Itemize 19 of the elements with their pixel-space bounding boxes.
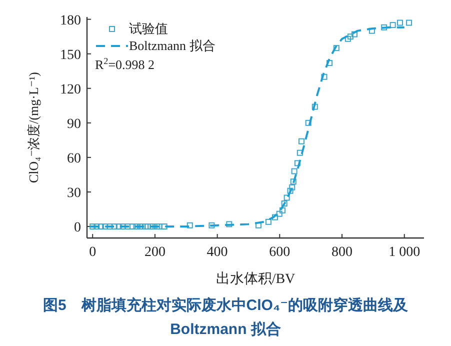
y-tick-label: 30 [67,186,81,201]
x-tick-label: 800 [332,245,353,260]
y-tick-label: 60 [67,151,81,166]
y-tick-label: 180 [60,13,81,28]
text: 图5 树脂填充柱对实际废水中ClO₄⁻的吸附穿透曲线及Boltzmann 拟合 [42,296,410,338]
x-tick-label: 400 [206,245,228,260]
y-tick-label: 0 [74,220,81,236]
annotation: R$^{2}$=0.998 2 [95,56,155,72]
y-tick-label: 150 [60,48,81,63]
x-tick-label: 600 [269,245,290,260]
x-tick-label: 1 000 [388,245,420,260]
legend-label: Boltzmann 拟合 [129,38,216,53]
x-tick-label: 0 [89,245,96,260]
y-tick-label: 90 [67,116,81,132]
legend-label: 试验值 [129,21,168,36]
y-axis-title: ClO₄⁻浓度/(mg·L⁻¹) [26,72,41,183]
y-tick-label: 120 [60,82,81,98]
x-tick-label: 200 [144,245,166,260]
x-axis-title: 出水体积/BV [216,271,296,287]
